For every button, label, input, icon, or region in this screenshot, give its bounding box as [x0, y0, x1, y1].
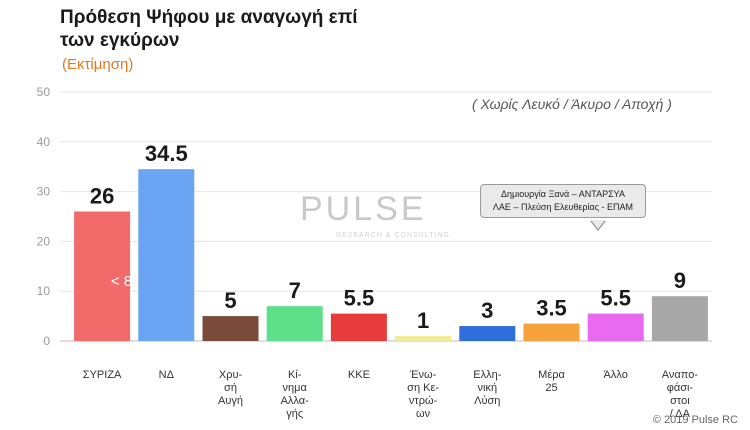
bar [74, 211, 131, 341]
x-tick-label: Αυγή [218, 395, 243, 407]
x-tick-label: ντρώ- [409, 395, 438, 407]
bar [523, 323, 580, 341]
bar-value-label: 3 [481, 298, 493, 323]
bar [651, 296, 708, 341]
chart-subtitle: (Εκτίμηση) [62, 56, 134, 73]
bar-value-label: 5 [224, 288, 236, 313]
x-tick-label: Μέρα [538, 369, 565, 381]
x-tick-label: νική [478, 382, 498, 394]
x-tick-label: Ένω- [409, 369, 437, 381]
y-tick-label: 30 [37, 185, 51, 199]
x-tick-label: νημα [283, 382, 308, 394]
x-tick-label: γής [286, 408, 303, 420]
x-tick-label: ΣΥΡΙΖΑ [83, 369, 122, 381]
bar-value-label: 5.5 [344, 286, 375, 311]
x-tick-label: Άλλο [604, 369, 628, 381]
callout-line-2: ΛΑΕ – Πλεύση Ελευθερίας - ΕΠΑΜ [492, 202, 634, 212]
y-tick-label: 40 [37, 135, 51, 149]
x-tick-label: ΚΚΕ [348, 369, 370, 381]
y-tick-label: 20 [37, 234, 51, 248]
x-tick-label: Λύση [474, 395, 500, 407]
x-tick-label: ΝΔ [159, 369, 175, 381]
bar [330, 313, 387, 341]
bar [587, 313, 644, 341]
bar [459, 326, 516, 341]
y-tick-label: 0 [43, 334, 50, 348]
bar [266, 306, 323, 341]
x-tick-label: Χρυ- [219, 369, 243, 381]
pulse-watermark-tagline: RESEARCH & CONSULTING [336, 232, 450, 239]
bar [138, 169, 195, 341]
x-tick-label: / ΔΑ [670, 408, 691, 420]
y-tick-label: 10 [37, 284, 51, 298]
bar-value-label: 9 [674, 268, 686, 293]
bar-value-label: 3.5 [536, 296, 567, 321]
bar-value-label: 1 [417, 308, 429, 333]
bar [395, 336, 452, 341]
x-tick-label: Ελλη- [473, 369, 501, 381]
bar-value-label: 34.5 [145, 141, 188, 166]
pulse-watermark: PULSE [300, 190, 427, 228]
bar-value-label: 26 [90, 184, 114, 209]
x-tick-label: σή [224, 382, 237, 394]
chart-note: ( Χωρίς Λευκό / Άκυρο / Αποχή ) [472, 96, 672, 112]
x-tick-label: 25 [545, 382, 557, 394]
x-tick-label: στοι [670, 395, 690, 407]
x-tick-label: Αλλα- [281, 395, 310, 407]
y-tick-label: 50 [37, 85, 51, 99]
callout-box: Δημιουργία Ξανά – ΑΝΤΑΡΣΥΑ ΛΑΕ – Πλεύση … [480, 184, 646, 218]
callout-pointer [590, 220, 606, 231]
x-tick-label: φάσι- [667, 382, 694, 394]
bar [202, 316, 259, 341]
chart-title: Πρόθεση Ψήφου με αναγωγή επί των εγκύρων [60, 7, 358, 51]
bar-value-label: 7 [289, 278, 301, 303]
callout-line-1: Δημιουργία Ξανά – ΑΝΤΑΡΣΥΑ [501, 189, 625, 199]
copyright-text: © 2019 Pulse RC [652, 414, 738, 426]
x-tick-label: ση Κε- [407, 382, 439, 394]
x-tick-label: ων [416, 408, 431, 420]
x-tick-label: Κί- [288, 369, 302, 381]
x-tick-label: Αναπο- [662, 369, 699, 381]
bar-value-label: 5.5 [600, 286, 631, 311]
